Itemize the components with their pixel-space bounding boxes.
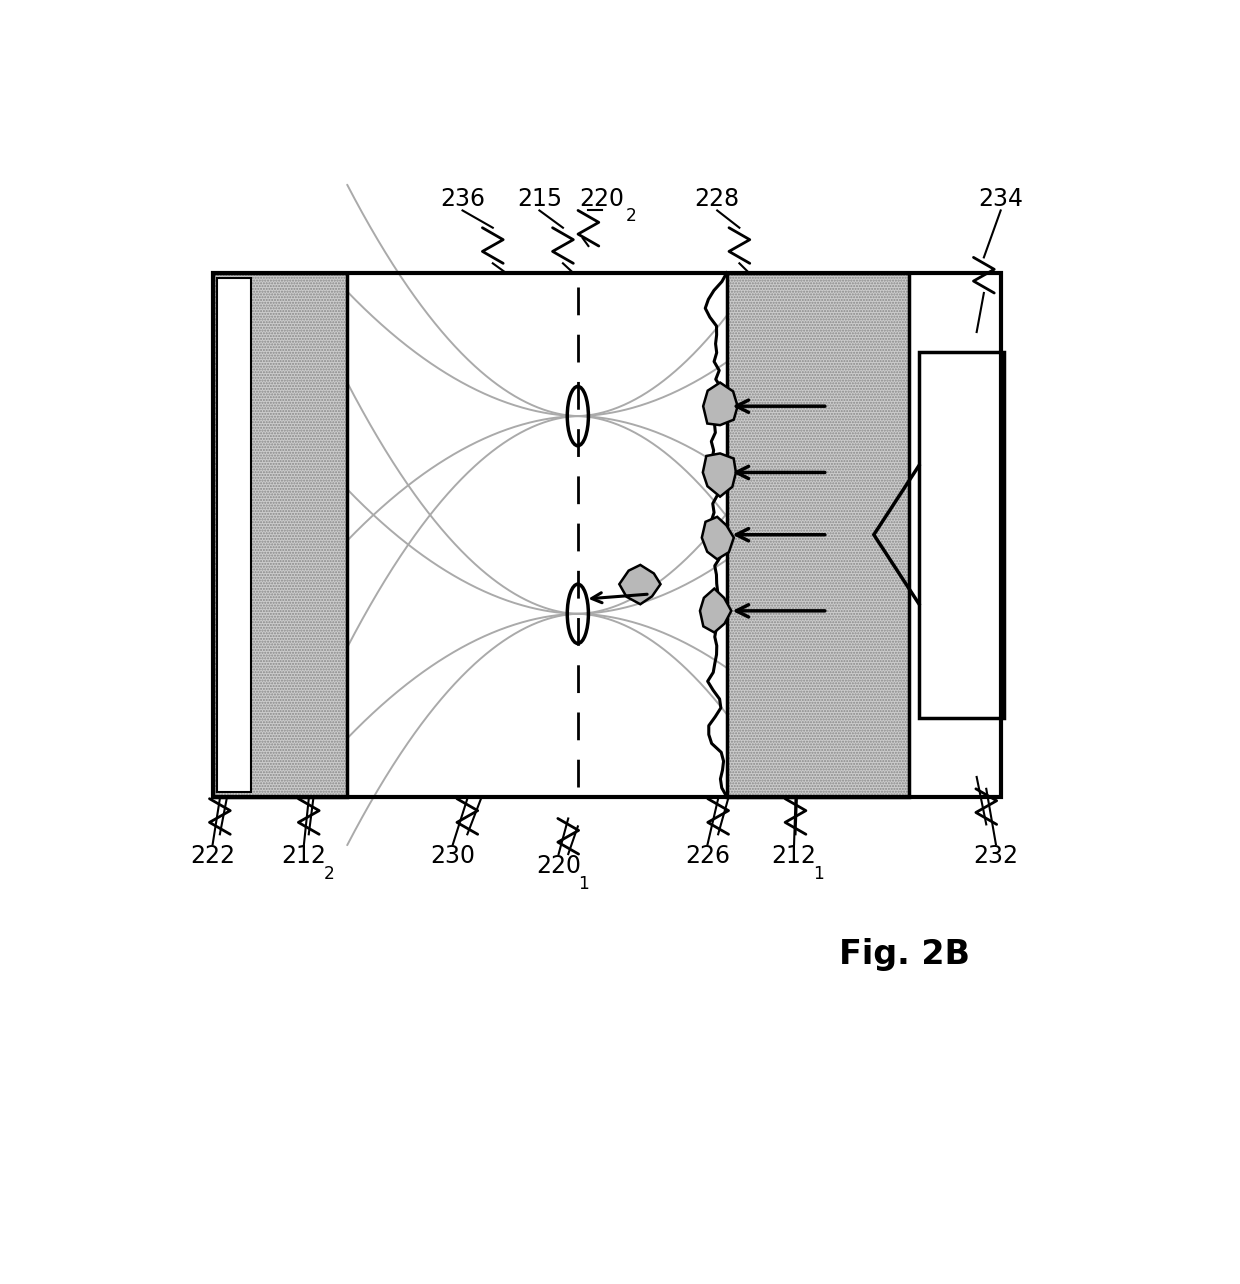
Polygon shape: [703, 383, 738, 425]
Bar: [919, 352, 1003, 718]
Bar: [217, 277, 250, 792]
Polygon shape: [702, 517, 734, 560]
Text: 228: 228: [694, 186, 740, 211]
Text: 2: 2: [625, 208, 636, 226]
Text: Fig. 2B: Fig. 2B: [839, 939, 970, 972]
Polygon shape: [703, 453, 735, 497]
Bar: [213, 272, 347, 796]
Text: 1: 1: [578, 874, 589, 892]
Polygon shape: [699, 588, 732, 633]
Bar: [727, 272, 909, 796]
Text: 215: 215: [517, 186, 562, 211]
Text: 232: 232: [973, 844, 1018, 868]
Text: 212: 212: [281, 844, 326, 868]
Bar: [213, 272, 347, 796]
Text: 234: 234: [978, 186, 1023, 211]
Bar: [213, 272, 1001, 796]
Text: 212: 212: [771, 844, 816, 868]
Text: 220: 220: [579, 186, 625, 211]
Text: 222: 222: [190, 844, 236, 868]
Text: 236: 236: [440, 186, 485, 211]
Text: 230: 230: [430, 844, 475, 868]
Polygon shape: [619, 565, 661, 605]
Text: 1: 1: [813, 865, 825, 883]
Bar: [213, 272, 347, 796]
Bar: [727, 272, 909, 796]
Text: 220: 220: [536, 854, 582, 878]
Text: 226: 226: [684, 844, 730, 868]
Text: 2: 2: [324, 865, 335, 883]
Bar: [727, 272, 909, 796]
